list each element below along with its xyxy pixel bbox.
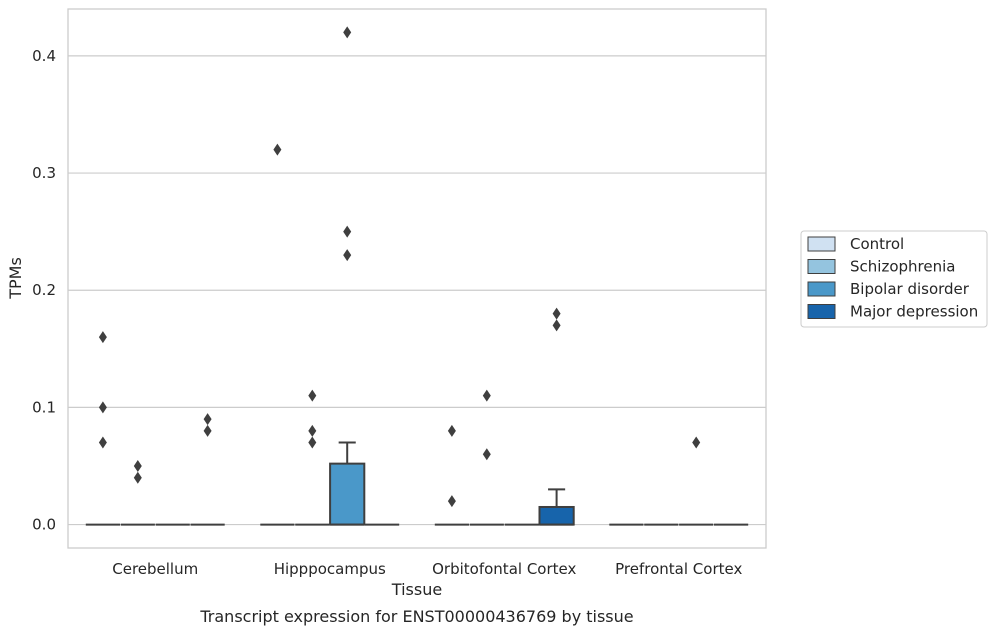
- x-axis-label: Tissue: [391, 580, 442, 599]
- box-body: [538, 505, 575, 526]
- x-tick-label: Prefrontal Cortex: [615, 560, 742, 578]
- outlier-point: [203, 413, 212, 426]
- legend-frame: [800, 230, 988, 328]
- outlier-point: [343, 225, 352, 238]
- outlier-point: [133, 471, 142, 484]
- box-plot-marks: [85, 26, 749, 526]
- box-bipolar-disorder: [329, 26, 366, 526]
- outlier-point: [308, 389, 317, 402]
- box-bipolar-disorder: [679, 436, 714, 526]
- chart-caption: Transcript expression for ENST0000043676…: [199, 607, 633, 626]
- x-axis-ticks: Cerebellum Hipppocampus Orbitofontal Corte…: [112, 560, 742, 578]
- outlier-point: [308, 424, 317, 437]
- outlier-point: [447, 424, 456, 437]
- box-major-depression: [190, 413, 225, 526]
- box-major-depression: [538, 307, 575, 526]
- y-axis-ticks: 0.0 0.1 0.2 0.3 0.4: [32, 47, 56, 534]
- outlier-point: [308, 436, 317, 449]
- box-control: [260, 143, 295, 526]
- y-axis-label: TPMs: [6, 257, 25, 300]
- y-tick-label: 0.2: [32, 281, 56, 299]
- legend-swatch: [807, 236, 836, 252]
- outlier-point: [203, 424, 212, 437]
- outlier-point: [343, 26, 352, 39]
- y-tick-label: 0.1: [32, 398, 56, 416]
- legend-swatch: [807, 304, 836, 319]
- outlier-point: [273, 143, 282, 156]
- outlier-point: [552, 307, 561, 320]
- legend-label: Schizophrenia: [850, 258, 955, 276]
- outlier-point: [552, 319, 561, 332]
- outlier-point: [98, 436, 107, 449]
- outlier-point: [692, 436, 701, 449]
- legend: Control Schizophrenia Bipolar disorder Majo…: [800, 230, 988, 328]
- legend-swatch: [807, 281, 836, 297]
- outlier-point: [98, 331, 107, 344]
- legend-label: Control: [850, 235, 904, 253]
- outlier-point: [447, 495, 456, 508]
- legend-swatch: [807, 259, 836, 274]
- outlier-point: [343, 249, 352, 262]
- box-schizophrenia: [469, 389, 504, 526]
- legend-label: Bipolar disorder: [850, 280, 970, 298]
- y-tick-label: 0.0: [32, 516, 56, 534]
- box-schizophrenia: [120, 459, 155, 526]
- legend-label: Major depression: [850, 303, 978, 321]
- grid-lines: [68, 55, 766, 526]
- x-tick-label: Cerebellum: [112, 560, 198, 578]
- y-tick-label: 0.3: [32, 164, 56, 182]
- y-tick-label: 0.4: [32, 47, 56, 65]
- x-tick-label: Hipppocampus: [274, 560, 386, 578]
- box-schizophrenia: [295, 389, 330, 526]
- x-tick-label: Orbitofontal Cortex: [432, 560, 576, 578]
- box-body: [329, 462, 366, 526]
- box-control: [85, 331, 121, 526]
- plot-area-frame: [67, 8, 767, 549]
- outlier-point: [482, 448, 491, 461]
- outlier-point: [482, 389, 491, 402]
- box-control: [434, 424, 470, 526]
- outlier-point: [98, 401, 107, 414]
- outlier-point: [133, 459, 142, 472]
